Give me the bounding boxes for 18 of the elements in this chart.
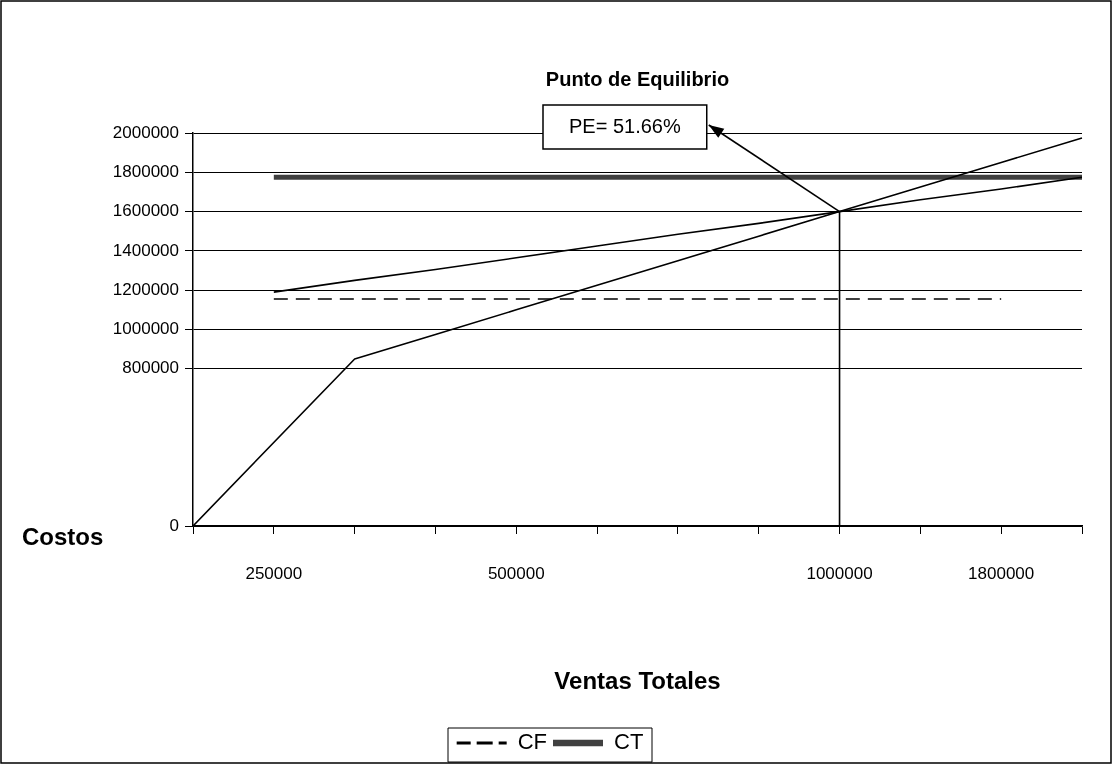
y-tick-label: 1200000 <box>112 279 179 299</box>
y-axis-title: Costos <box>22 522 104 550</box>
legend-label: CT <box>614 729 644 755</box>
annotation: PE= 51.66% <box>569 114 681 137</box>
y-tick-label: 0 <box>169 515 179 535</box>
y-tick-label: 1000000 <box>112 319 179 339</box>
x-axis-title: Ventas Totales <box>554 666 721 694</box>
x-tick-label: 500000 <box>487 563 545 583</box>
y-tick-label: 1800000 <box>112 161 179 181</box>
x-tick-label: 250000 <box>245 563 303 583</box>
chart-title: Punto de Equilibrio <box>545 67 730 90</box>
y-tick-label: 1600000 <box>112 201 179 221</box>
y-tick-label: 1400000 <box>112 240 179 260</box>
y-tick-label: 800000 <box>122 358 179 378</box>
x-tick-label: 1800000 <box>968 563 1035 583</box>
x-tick-label: 1000000 <box>806 563 873 583</box>
legend-label: CF <box>517 729 547 755</box>
y-tick-label: 2000000 <box>112 122 179 142</box>
